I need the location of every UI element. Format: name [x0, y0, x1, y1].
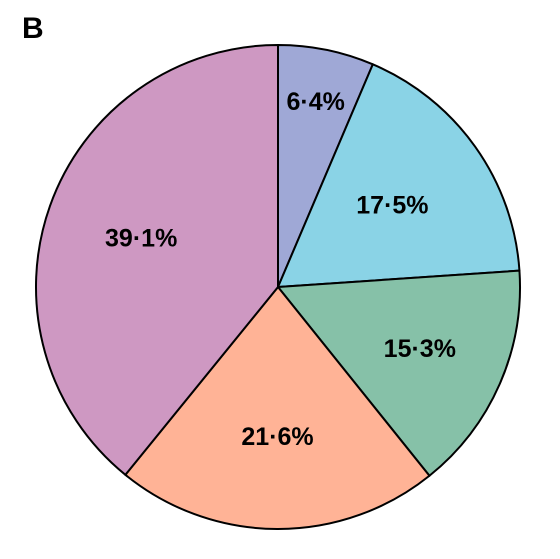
pie-slice-2 [277, 63, 521, 288]
pie-slice-label-4: 21·6% [241, 423, 313, 451]
pie-slice-label-3: 15·3% [384, 335, 456, 363]
pie-slices [35, 44, 521, 531]
pie-slice-label-2: 17·5% [356, 192, 428, 220]
pie-slice-4 [124, 286, 431, 531]
pie-slice-3 [277, 269, 521, 477]
pie-slice-label-5: 39·1% [105, 224, 177, 252]
panel-label: B [22, 12, 44, 45]
pie-slice-label-1: 6·4% [287, 88, 345, 116]
pie-slice-5 [35, 44, 279, 476]
pie-labels: 6·4% 17·5% 15·3% 21·6% 39·1% [105, 88, 456, 451]
